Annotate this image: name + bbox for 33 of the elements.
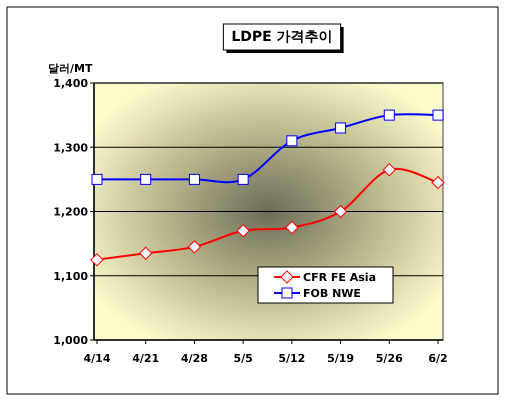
x-tick-label: 4/28 [180, 352, 208, 365]
x-tick-label: 6/2 [428, 352, 448, 365]
point [335, 122, 346, 134]
x-tick-label: 5/26 [376, 352, 404, 365]
y-tick-label: 1,200 [53, 206, 88, 218]
x-tick-label: 5/12 [278, 352, 306, 365]
x-tick-label: 4/14 [84, 352, 111, 365]
point [285, 221, 298, 234]
point [139, 246, 152, 260]
y-tick-label: 1,400 [53, 77, 88, 90]
x-tick-label: 4/21 [132, 352, 160, 365]
y-tick-label: 1,100 [53, 270, 88, 283]
y-tick-label: 1,000 [53, 334, 88, 347]
y-tick-label: 1,300 [53, 141, 88, 154]
point [238, 174, 249, 185]
point [432, 176, 444, 190]
x-tick-label: 5/5 [233, 352, 253, 365]
point [188, 240, 201, 254]
point [236, 224, 250, 238]
point [90, 253, 104, 266]
point [334, 205, 348, 218]
y-axis-title: 달러/MT [48, 62, 93, 75]
point [432, 110, 444, 121]
point [92, 174, 102, 185]
point [382, 163, 396, 176]
x-tick-label: 5/19 [327, 352, 354, 365]
point [188, 174, 200, 185]
point [140, 174, 152, 185]
chart-title: LDPE 가격추이 [231, 29, 333, 45]
point [384, 110, 395, 121]
legend-label: CFR FE Asia [303, 271, 376, 284]
point [286, 135, 298, 146]
legend-label: FOB NWE [303, 287, 361, 300]
